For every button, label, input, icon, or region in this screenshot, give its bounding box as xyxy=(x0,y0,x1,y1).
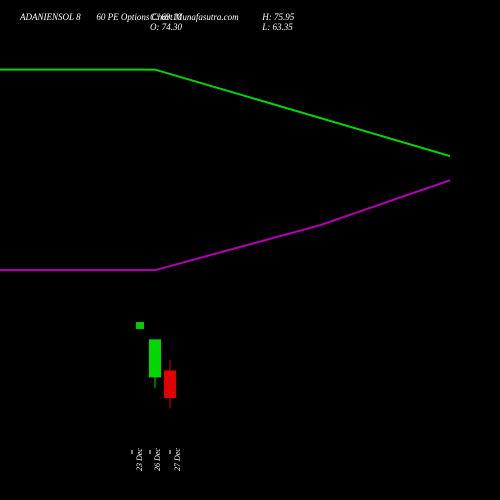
upper-band-line xyxy=(0,70,450,156)
x-axis-label: 23 Dec xyxy=(135,448,144,471)
x-axis-label: 27 Dec xyxy=(173,448,182,471)
options-chart: ADANIENSOL 8 60 PE Options Chart Munafas… xyxy=(0,0,500,500)
candle-body xyxy=(164,370,176,398)
candle-body xyxy=(136,322,144,329)
x-axis-label: 26 Dec xyxy=(153,448,162,471)
lower-band-line xyxy=(0,180,450,270)
candle-body xyxy=(149,339,161,377)
plot-area xyxy=(0,0,500,500)
